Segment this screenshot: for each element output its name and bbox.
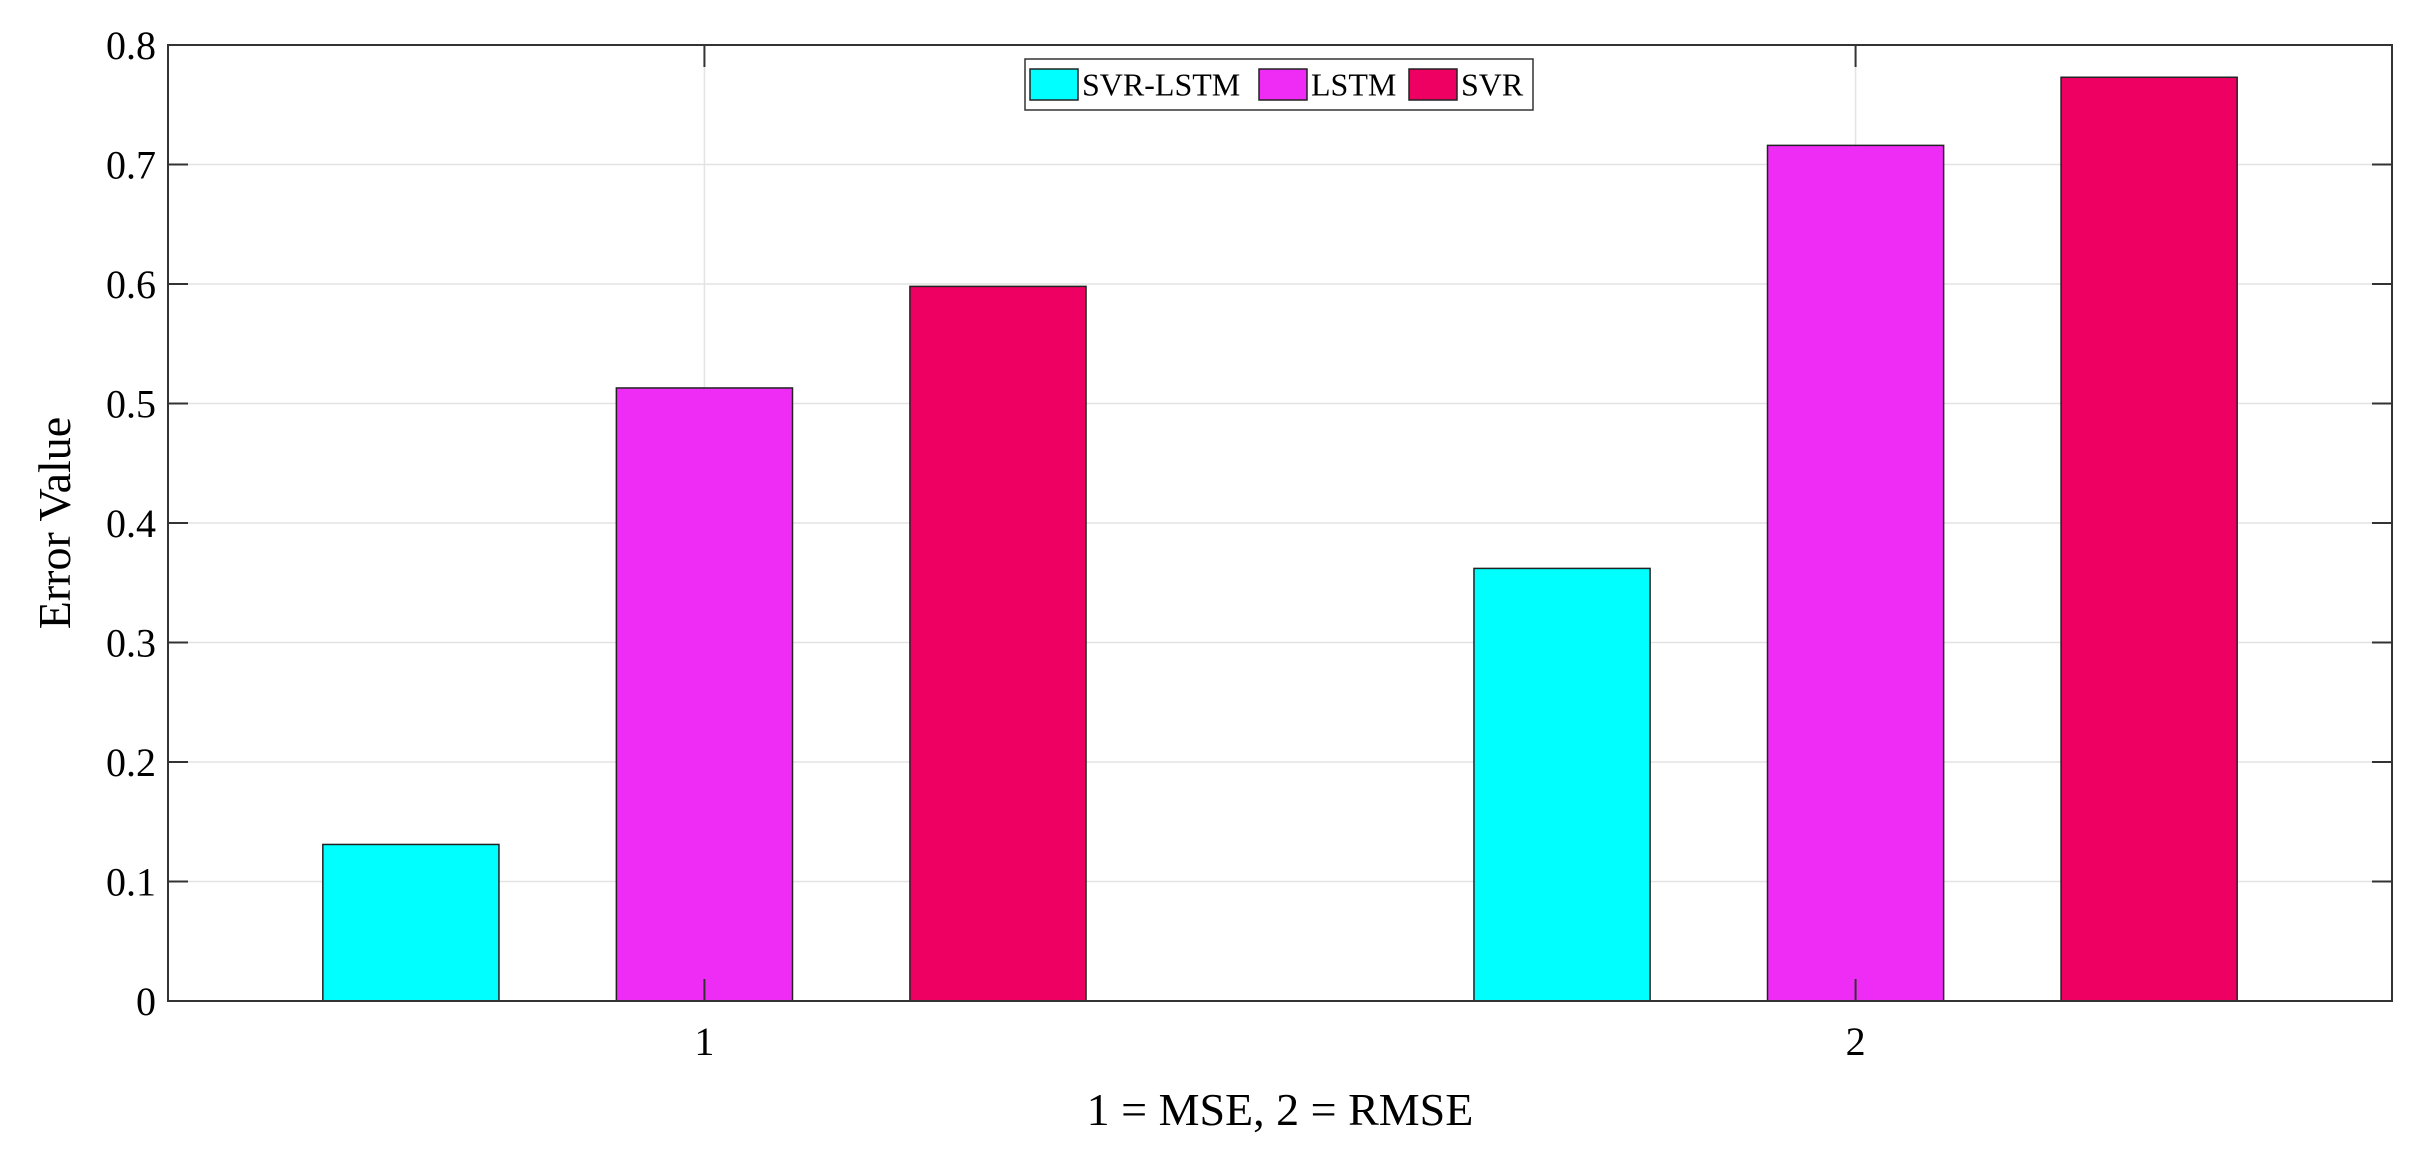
y-tick-label: 0.7 <box>106 143 156 188</box>
x-axis-label: 1 = MSE, 2 = RMSE <box>1087 1084 1474 1135</box>
bar-svr-lstm-1 <box>322 843 500 1002</box>
legend-label-svr-lstm: SVR-LSTM <box>1082 67 1240 103</box>
y-tick-label: 0.6 <box>106 262 156 307</box>
legend: SVR-LSTM LSTM SVR <box>1024 58 1534 111</box>
y-axis-label: Error Value <box>29 417 80 629</box>
x-tick-label: 1 <box>694 1019 714 1064</box>
grid-lines <box>168 45 2392 1001</box>
x-tick-label: 2 <box>1846 1019 1866 1064</box>
legend-swatch-svr <box>1408 68 1458 101</box>
bar-svr-2 <box>2060 76 2238 1002</box>
bar-svr-lstm-2 <box>1473 567 1651 1002</box>
y-tick-label: 0.8 <box>106 23 156 68</box>
axis-ticks <box>168 44 2392 1002</box>
bar-lstm-1 <box>615 387 794 1002</box>
y-tick-label: 0.1 <box>106 860 156 905</box>
legend-label-lstm: LSTM <box>1311 67 1396 103</box>
y-tick-label: 0.5 <box>106 382 156 427</box>
y-tick-label: 0.3 <box>106 621 156 666</box>
bar-svr-1 <box>909 285 1087 1002</box>
legend-label-svr: SVR <box>1461 67 1524 103</box>
bars <box>322 76 2238 1002</box>
legend-swatch-lstm <box>1258 68 1308 101</box>
y-tick-label: 0 <box>136 979 156 1024</box>
legend-swatch-svr-lstm <box>1029 68 1079 101</box>
y-tick-labels: 0 0.1 0.2 0.3 0.4 0.5 0.6 0.7 0.8 <box>106 23 156 1024</box>
y-tick-label: 0.4 <box>106 501 156 546</box>
y-tick-label: 0.2 <box>106 740 156 785</box>
bar-lstm-2 <box>1766 144 1945 1002</box>
